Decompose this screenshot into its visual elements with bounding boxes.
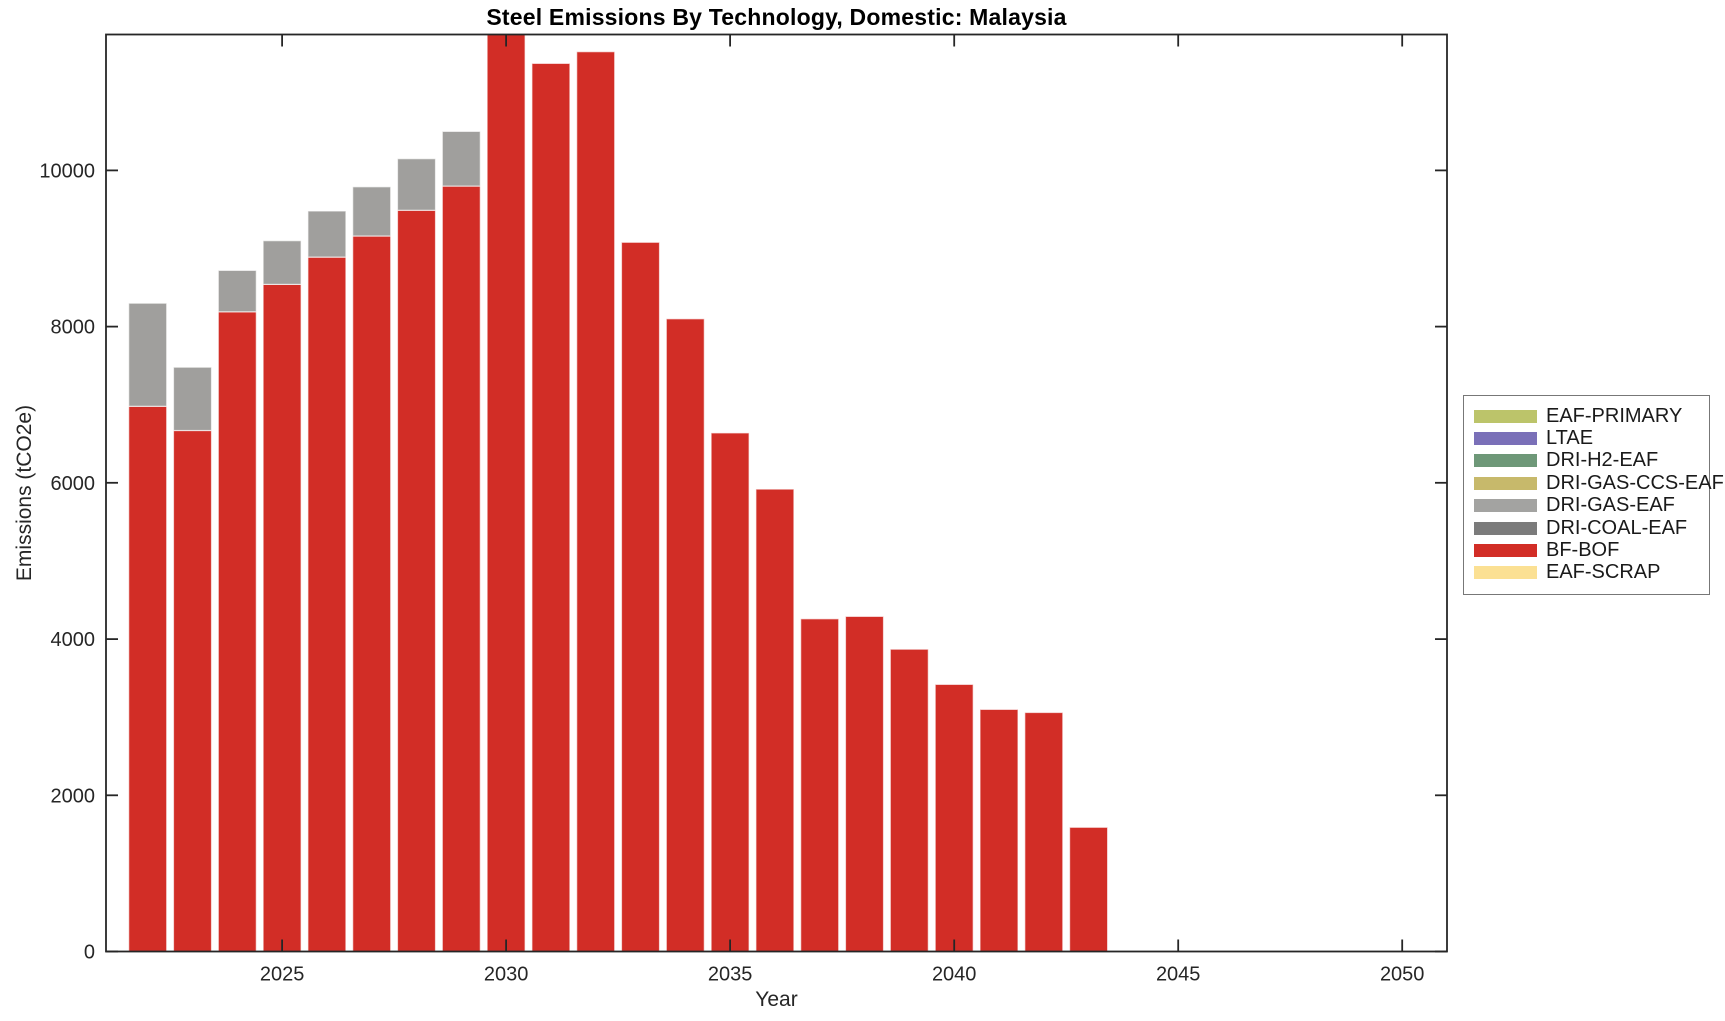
bar-segment-BF-BOF-2023	[172, 429, 213, 953]
bar-segment-DRI-GAS-EAF-2022	[128, 302, 168, 407]
bar-segment-DRI-GAS-EAF-2023	[172, 366, 213, 432]
legend-item-EAF-PRIMARY: EAF-PRIMARY	[1464, 405, 1709, 427]
bar-segment-BF-BOF-2036	[755, 488, 795, 953]
bar-segment-BF-BOF-2037	[800, 618, 840, 953]
bar-segment-DRI-GAS-EAF-2024	[217, 269, 257, 313]
x-tick-label-2025: 2025	[260, 964, 305, 986]
legend-item-DRI-COAL-EAF: DRI-COAL-EAF	[1464, 517, 1709, 539]
legend-label: DRI-COAL-EAF	[1546, 516, 1688, 539]
y-tick-labels: 0 2000 4000 6000 8000 10000	[39, 160, 95, 963]
legend-item-DRI-H2-EAF: DRI-H2-EAF	[1464, 449, 1709, 472]
x-axis-label: Year	[755, 988, 798, 1011]
bar-segment-BF-BOF-2024	[217, 311, 257, 953]
bar-segment-BF-BOF-2028	[396, 209, 437, 953]
x-tick-label-2030: 2030	[484, 964, 529, 986]
legend-swatch	[1474, 409, 1537, 423]
bar-segment-DRI-GAS-EAF-2025	[262, 240, 302, 285]
legend-swatch	[1474, 566, 1537, 580]
legend-swatch	[1474, 476, 1537, 490]
y-tick-label-4000: 4000	[51, 629, 96, 651]
legend-label: DRI-GAS-CCS-EAF	[1546, 471, 1724, 494]
x-tick-label-2035: 2035	[708, 964, 753, 986]
y-tick-label-2000: 2000	[51, 785, 96, 807]
legend-label: EAF-PRIMARY	[1546, 404, 1683, 427]
bar-segment-BF-BOF-2031	[531, 62, 571, 953]
plot-frame	[105, 33, 1448, 953]
bar-segment-BF-BOF-2035	[710, 432, 750, 953]
bar-segment-BF-BOF-2039	[889, 648, 929, 953]
y-tick-label-6000: 6000	[51, 473, 96, 495]
x-tick-label-2040: 2040	[932, 964, 977, 986]
bar-segment-BF-BOF-2030	[486, 33, 526, 953]
bar-segment-BF-BOF-2038	[844, 615, 885, 953]
bar-segment-BF-BOF-2025	[262, 283, 302, 953]
bar-segment-BF-BOF-2033	[620, 241, 661, 953]
x-tick-labels: 2025 2030 2035 2040 2045 2050	[260, 964, 1425, 986]
y-tick-label-8000: 8000	[51, 317, 96, 339]
legend-item-BF-BOF: BF-BOF	[1464, 539, 1709, 561]
y-axis-label-text: Emissions (tCO2e)	[13, 404, 36, 582]
bar-segment-BF-BOF-2041	[979, 708, 1019, 953]
y-tick-label-0: 0	[84, 942, 95, 964]
axes	[105, 33, 1448, 953]
legend-label: LTAE	[1546, 427, 1594, 450]
bar-segment-BF-BOF-2029	[441, 185, 481, 953]
legend-item-EAF-SCRAP: EAF-SCRAP	[1464, 561, 1709, 584]
bar-segment-BF-BOF-2034	[665, 318, 705, 953]
bars	[128, 33, 1109, 953]
legend-label: DRI-GAS-EAF	[1546, 494, 1675, 517]
x-tick-label-2050: 2050	[1380, 964, 1425, 986]
bar-segment-DRI-GAS-EAF-2026	[307, 210, 347, 258]
chart-title: Steel Emissions By Technology, Domestic:…	[486, 4, 1067, 30]
legend-item-DRI-GAS-EAF: DRI-GAS-EAF	[1464, 494, 1709, 517]
legend-label: EAF-SCRAP	[1546, 561, 1661, 584]
bar-segment-BF-BOF-2040	[934, 683, 974, 953]
legend-swatch	[1474, 521, 1537, 535]
legend-swatch	[1474, 544, 1537, 558]
legend-label: BF-BOF	[1546, 539, 1620, 562]
bar-segment-DRI-GAS-EAF-2028	[396, 158, 437, 211]
tick-marks	[106, 34, 1447, 953]
bar-segment-DRI-GAS-EAF-2029	[441, 130, 481, 187]
bar-segment-DRI-GAS-EAF-2027	[352, 186, 392, 237]
legend-swatch	[1474, 499, 1537, 513]
bar-segment-BF-BOF-2026	[307, 256, 347, 953]
bar-segment-BF-BOF-2043	[1068, 826, 1109, 953]
bar-segment-BF-BOF-2027	[352, 235, 392, 953]
bar-segment-BF-BOF-2042	[1024, 711, 1064, 953]
legend-item-LTAE: LTAE	[1464, 427, 1709, 449]
bar-segment-BF-BOF-2022	[128, 405, 168, 953]
bar-segment-BF-BOF-2032	[576, 51, 616, 953]
legend: EAF-PRIMARY LTAE DRI-H2-EAF DRI-GAS-CCS-EAF…	[1463, 395, 1724, 595]
x-tick-label-2045: 2045	[1156, 964, 1201, 986]
legend-item-DRI-GAS-CCS-EAF: DRI-GAS-CCS-EAF	[1464, 472, 1724, 494]
legend-swatch	[1474, 432, 1537, 446]
legend-swatch	[1474, 454, 1537, 468]
legend-label: DRI-H2-EAF	[1546, 449, 1659, 472]
y-tick-label-10000: 10000	[39, 160, 95, 182]
